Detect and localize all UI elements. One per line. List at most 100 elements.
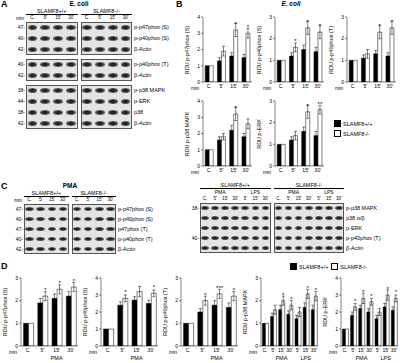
svg-text:5': 5' <box>296 347 300 353</box>
svg-text:2: 2 <box>269 35 272 41</box>
svg-text:*: * <box>153 284 156 290</box>
svg-text:15': 15' <box>213 347 220 353</box>
svg-text:*: * <box>307 285 310 291</box>
svg-text:1: 1 <box>197 63 200 69</box>
svg-text:*: * <box>73 278 76 284</box>
svg-text:C.: C. <box>26 347 31 353</box>
svg-text:30': 30' <box>148 347 155 353</box>
svg-text:30': 30' <box>387 83 392 89</box>
svg-text:C.: C. <box>351 83 356 89</box>
svg-text:*: * <box>307 19 310 25</box>
svg-text:15': 15' <box>133 347 140 353</box>
svg-text:2: 2 <box>175 297 178 303</box>
svg-text:30': 30' <box>243 83 250 89</box>
svg-text:5': 5' <box>292 83 296 89</box>
svg-text:0: 0 <box>15 343 18 349</box>
svg-text:C.: C. <box>207 83 212 89</box>
svg-text:1: 1 <box>197 147 200 153</box>
svg-text:3: 3 <box>15 275 18 281</box>
svg-text:3: 3 <box>255 275 258 281</box>
svg-text:C.: C. <box>207 167 212 173</box>
svg-text:5': 5' <box>220 167 224 173</box>
svg-text:1: 1 <box>255 320 258 326</box>
svg-text:2: 2 <box>341 35 344 41</box>
svg-text:0: 0 <box>175 343 178 349</box>
svg-text:*: * <box>387 286 390 292</box>
svg-text:2: 2 <box>95 309 98 315</box>
svg-text:5': 5' <box>201 347 205 353</box>
svg-text:*: * <box>370 293 373 299</box>
svg-text:*: * <box>235 21 238 27</box>
svg-text:15': 15' <box>358 347 365 353</box>
svg-text:*: * <box>124 289 127 295</box>
svg-text:5': 5' <box>376 347 380 353</box>
svg-text:2: 2 <box>335 309 338 315</box>
svg-text:30': 30' <box>228 347 235 353</box>
svg-text:*: * <box>354 298 357 304</box>
svg-text:3: 3 <box>175 275 178 281</box>
svg-text:3: 3 <box>335 292 338 298</box>
svg-text:5': 5' <box>220 83 224 89</box>
svg-text:3: 3 <box>95 292 98 298</box>
svg-text:3: 3 <box>269 98 272 104</box>
svg-text:0: 0 <box>269 163 272 169</box>
svg-text:30': 30' <box>286 347 293 353</box>
svg-text:2: 2 <box>197 46 200 52</box>
svg-text:*: * <box>290 296 293 302</box>
svg-text:0: 0 <box>269 79 272 85</box>
svg-text:3: 3 <box>341 14 344 20</box>
svg-text:2: 2 <box>269 119 272 125</box>
svg-text:30': 30' <box>68 347 75 353</box>
svg-text:*: * <box>233 287 236 293</box>
svg-text:30': 30' <box>391 347 392 353</box>
svg-text:C.: C. <box>279 83 284 89</box>
svg-text:0: 0 <box>335 343 338 349</box>
svg-text:4: 4 <box>197 14 200 20</box>
svg-text:0: 0 <box>95 343 98 349</box>
svg-text:30': 30' <box>315 167 322 173</box>
svg-text:*: * <box>362 289 365 295</box>
svg-text:C.: C. <box>343 347 348 353</box>
svg-text:15': 15' <box>278 347 285 353</box>
svg-text:2: 2 <box>15 297 18 303</box>
svg-text:2: 2 <box>197 130 200 136</box>
svg-text:**: ** <box>318 101 323 107</box>
svg-text:***: *** <box>216 285 224 291</box>
svg-text:1: 1 <box>175 320 178 326</box>
svg-text:0: 0 <box>255 343 258 349</box>
svg-text:2: 2 <box>255 297 258 303</box>
svg-text:15': 15' <box>53 347 60 353</box>
svg-text:*: * <box>307 103 310 109</box>
svg-text:15': 15' <box>302 83 309 89</box>
svg-text:15': 15' <box>302 167 309 173</box>
svg-text:15': 15' <box>374 83 381 89</box>
svg-text:*: * <box>247 24 250 30</box>
svg-text:*: * <box>235 105 238 111</box>
svg-text:1: 1 <box>95 326 98 332</box>
svg-text:15': 15' <box>303 347 310 353</box>
svg-text:4: 4 <box>335 275 338 281</box>
svg-text:1: 1 <box>269 141 272 147</box>
svg-text:30': 30' <box>311 347 318 353</box>
svg-text:*: * <box>44 287 47 293</box>
svg-text:5': 5' <box>271 347 275 353</box>
svg-text:5': 5' <box>41 347 45 353</box>
svg-text:5': 5' <box>121 347 125 353</box>
svg-text:*: * <box>294 38 297 44</box>
svg-text:*: * <box>204 292 207 298</box>
svg-text:30': 30' <box>243 167 250 173</box>
svg-text:0: 0 <box>197 163 200 169</box>
svg-text:15': 15' <box>230 167 237 173</box>
svg-text:4: 4 <box>197 98 200 104</box>
svg-text:1: 1 <box>341 57 344 63</box>
svg-text:30': 30' <box>366 347 373 353</box>
svg-text:0: 0 <box>197 79 200 85</box>
svg-text:*: * <box>58 280 61 286</box>
svg-text:C.: C. <box>279 167 284 173</box>
svg-text:1: 1 <box>335 326 338 332</box>
svg-text:*: * <box>282 292 285 298</box>
svg-text:5': 5' <box>351 347 355 353</box>
svg-text:4: 4 <box>95 275 98 281</box>
svg-text:*: * <box>315 287 318 293</box>
svg-text:C.: C. <box>263 347 268 353</box>
